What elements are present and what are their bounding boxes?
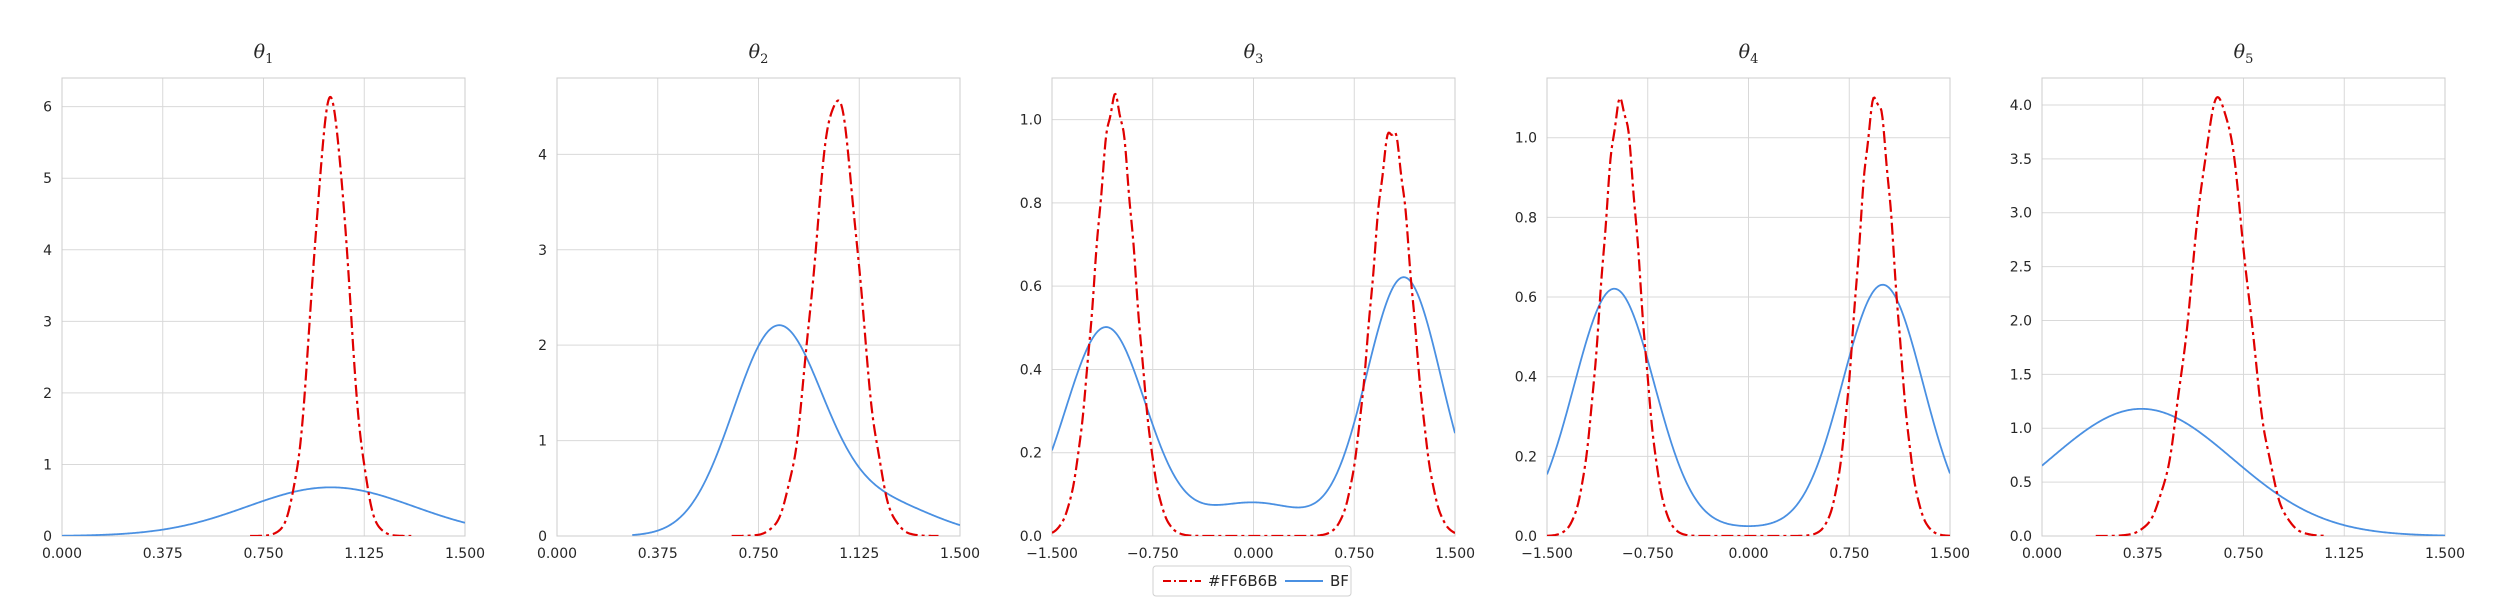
x-tick-label: −1.500 [1521, 546, 1573, 562]
series-line-bf [632, 324, 960, 536]
y-tick-label: 1.5 [2010, 367, 2032, 383]
series-line-bf [1052, 276, 1455, 509]
y-tick-label: 3 [43, 314, 52, 330]
panel-title-subscript: 2 [760, 52, 768, 67]
y-tick-label: 1.0 [2010, 421, 2032, 437]
legend-label: #FF6B6B [1208, 572, 1278, 590]
y-tick-label: 1.0 [1020, 113, 1042, 129]
x-tick-label: −0.750 [1127, 546, 1179, 562]
y-tick-label: 0.8 [1020, 196, 1042, 212]
plot-frame [61, 77, 466, 537]
x-tick-label: 0.375 [143, 546, 183, 562]
series-line-ff6b6b [1052, 92, 1455, 536]
panel-title: θ3 [1244, 41, 1264, 67]
series-line-ff6b6b [731, 99, 940, 536]
x-tick-label: 1.500 [1435, 546, 1475, 562]
y-tick-label: 0.6 [1020, 279, 1042, 295]
y-tick-label: 4.0 [2010, 98, 2032, 114]
panel-title-subscript: 1 [265, 52, 273, 67]
x-tick-label: −1.500 [1026, 546, 1078, 562]
x-tick-label: 1.125 [2324, 546, 2364, 562]
y-tick-label: 5 [43, 171, 52, 187]
x-tick-label: 0.750 [2223, 546, 2263, 562]
y-tick-label: 2.0 [2010, 313, 2032, 329]
y-tick-label: 0.4 [1020, 362, 1042, 378]
y-tick-label: 3.0 [2010, 206, 2032, 222]
y-tick-label: 1 [43, 457, 52, 473]
x-tick-label: 0.375 [638, 546, 678, 562]
y-tick-label: 3.5 [2010, 152, 2032, 168]
plot-frame [556, 77, 961, 537]
series-line-bf [2042, 407, 2445, 536]
panel-4: −1.500 −0.750 0.000 0.750 1.500 0.0 0.2 0.4 0.6 0… [1515, 41, 1970, 562]
x-tick-label: 1.125 [839, 546, 879, 562]
series-line-ff6b6b [1547, 96, 1950, 536]
y-tick-label: 0.2 [1020, 446, 1042, 462]
y-tick-label: 4 [43, 243, 52, 259]
y-tick-label: 0.0 [1020, 529, 1042, 545]
panel-5: 0.000 0.375 0.750 1.125 1.500 0.0 0.5 1.0 1.5 2.0… [2010, 41, 2465, 562]
y-tick-label: 0.0 [1515, 529, 1537, 545]
panel-title-symbol: θ [2234, 41, 2246, 63]
panel-title: θ4 [1739, 41, 1759, 67]
y-tick-label: 0.5 [2010, 475, 2032, 491]
y-tick-label: 2 [538, 338, 547, 354]
y-tick-label: 0.8 [1515, 210, 1537, 226]
y-tick-label: 0 [538, 529, 547, 545]
series-line-bf [1547, 283, 1950, 528]
y-tick-label: 1.0 [1515, 131, 1537, 147]
legend-label: BF [1330, 572, 1349, 590]
legend-box [1152, 565, 1352, 597]
x-tick-label: 0.750 [243, 546, 283, 562]
panel-title-symbol: θ [254, 41, 266, 63]
x-tick-label: 0.750 [1334, 546, 1374, 562]
y-tick-label: 0.2 [1515, 449, 1537, 465]
x-tick-label: 1.125 [344, 546, 384, 562]
x-tick-label: 0.750 [738, 546, 778, 562]
panel-title-subscript: 3 [1255, 52, 1263, 67]
x-tick-label: −0.750 [1622, 546, 1674, 562]
panel-title: θ2 [749, 41, 769, 67]
x-tick-label: 0.000 [2022, 546, 2062, 562]
legend: #FF6B6B BF [1152, 565, 1352, 597]
x-tick-label: 0.000 [1728, 546, 1768, 562]
x-tick-label: 1.500 [1930, 546, 1970, 562]
x-tick-label: 1.500 [445, 546, 485, 562]
y-tick-label: 3 [538, 243, 547, 259]
panel-title: θ1 [254, 41, 274, 67]
panel-title-subscript: 4 [1750, 52, 1758, 67]
plot-frame [2041, 77, 2446, 537]
series-line-bf [62, 486, 465, 536]
x-tick-label: 0.750 [1829, 546, 1869, 562]
x-tick-label: 0.375 [2123, 546, 2163, 562]
y-tick-label: 4 [538, 147, 547, 163]
panel-title-subscript: 5 [2245, 52, 2253, 67]
y-tick-label: 6 [43, 100, 52, 116]
panel-3: −1.500 −0.750 0.000 0.750 1.500 0.0 0.2 0.4 0.6 0… [1020, 41, 1475, 562]
x-tick-label: 0.000 [42, 546, 82, 562]
y-tick-label: 0 [43, 529, 52, 545]
y-tick-label: 0.6 [1515, 290, 1537, 306]
y-tick-label: 0.4 [1515, 370, 1537, 386]
y-tick-label: 2.5 [2010, 260, 2032, 276]
series-line-ff6b6b [2095, 96, 2328, 536]
panel-title-symbol: θ [1739, 41, 1751, 63]
y-tick-label: 1 [538, 434, 547, 450]
series-line-ff6b6b [249, 95, 412, 536]
panel-title-symbol: θ [1244, 41, 1256, 63]
x-tick-label: 0.000 [537, 546, 577, 562]
x-tick-label: 1.500 [940, 546, 980, 562]
y-tick-label: 0.0 [2010, 529, 2032, 545]
x-tick-label: 1.500 [2425, 546, 2465, 562]
panel-title-symbol: θ [749, 41, 761, 63]
panel-title: θ5 [2234, 41, 2254, 67]
x-tick-label: 0.000 [1233, 546, 1273, 562]
y-tick-label: 2 [43, 386, 52, 402]
